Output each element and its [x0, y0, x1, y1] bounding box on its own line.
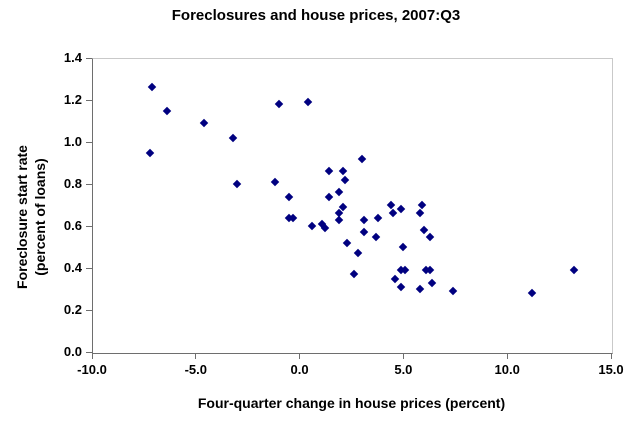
y-axis-tick	[86, 225, 92, 227]
x-tick-label: 5.0	[394, 362, 413, 377]
x-tick-label: -10.0	[77, 362, 107, 377]
y-axis-tick	[86, 309, 92, 311]
x-axis-tick	[506, 353, 508, 359]
y-tick-label: 0.8	[63, 176, 82, 191]
x-axis-title: Four-quarter change in house prices (per…	[197, 395, 506, 411]
y-tick-label: 0.0	[63, 344, 82, 359]
x-tick-label: -5.0	[184, 362, 207, 377]
x-tick-label: 0.0	[290, 362, 309, 377]
y-tick-label: 1.4	[63, 50, 82, 65]
y-tick-label: 1.2	[63, 92, 82, 107]
x-axis-tick	[299, 353, 301, 359]
y-axis-tick	[86, 183, 92, 185]
y-axis-title-line1: Foreclosure start rate	[14, 145, 30, 289]
y-tick-label: 0.2	[63, 302, 82, 317]
x-tick-label: 10.0	[494, 362, 520, 377]
y-axis-tick	[86, 351, 92, 353]
x-tick-label: 15.0	[598, 362, 624, 377]
y-axis-tick	[86, 99, 92, 101]
x-axis-tick	[402, 353, 404, 359]
x-axis-tick	[195, 353, 197, 359]
y-axis-tick	[86, 141, 92, 143]
y-axis-tick	[86, 57, 92, 59]
x-axis-tick	[610, 353, 612, 359]
chart-title: Foreclosures and house prices, 2007:Q3	[171, 7, 461, 24]
y-axis-title-line2: (percent of loans)	[31, 158, 48, 276]
x-axis-tick	[91, 353, 93, 359]
y-axis-tick	[86, 267, 92, 269]
y-axis-title: Foreclosure start rate (percent of loans…	[14, 97, 54, 337]
plot-area	[92, 58, 613, 354]
y-tick-label: 1.0	[63, 134, 82, 149]
y-tick-label: 0.4	[63, 260, 82, 275]
y-tick-label: 0.6	[63, 218, 82, 233]
